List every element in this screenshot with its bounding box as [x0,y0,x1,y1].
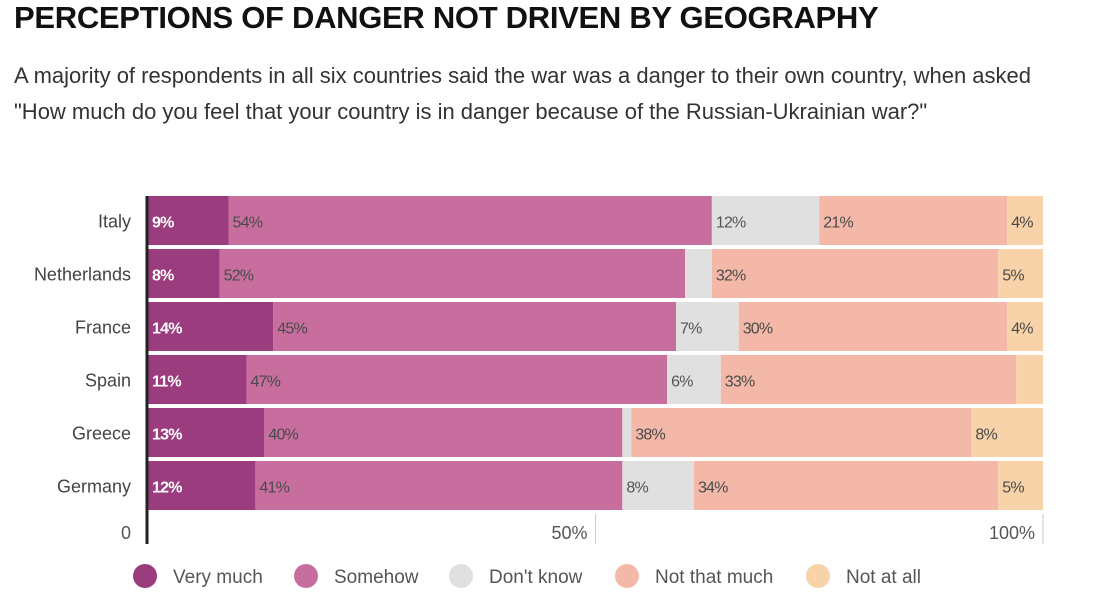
bar-segment [148,196,229,245]
data-label: 38% [635,427,665,444]
bar-segment [685,249,712,298]
data-label: 11% [152,374,181,391]
bar-segment [819,196,1008,245]
bar-segment [631,408,972,457]
x-tick-label: 50% [551,523,587,543]
data-label: 8% [152,268,174,285]
category-label: Greece [72,424,131,444]
bar-segment [148,249,220,298]
legend-label: Don't know [489,567,583,588]
chart-title: PERCEPTIONS OF DANGER NOT DRIVEN BY GEOG… [14,0,879,35]
bar-segment [264,408,623,457]
data-label: 33% [725,374,755,391]
x-tick-label: 0 [121,523,131,543]
bar-segment [720,355,1017,404]
bar-segment [1007,196,1043,245]
data-label: 32% [716,268,746,285]
legend-swatch [449,564,473,588]
data-label: 45% [277,321,307,338]
category-label: Spain [85,371,131,391]
bar-segment [1016,355,1043,404]
bar-segment [246,355,668,404]
data-label: 34% [698,480,728,497]
data-label: 14% [152,321,182,338]
bar-segment [622,408,632,457]
bar-segment [998,249,1043,298]
data-label: 41% [259,480,289,497]
data-label: 4% [1011,321,1033,338]
category-label: France [75,318,131,338]
data-label: 52% [224,268,254,285]
bar-segment [273,302,677,351]
data-label: 30% [743,321,773,338]
bar-segment [711,196,820,245]
bar-segment [148,461,256,510]
legend-label: Very much [173,567,263,588]
bar-segment [219,249,685,298]
legend-swatch [806,564,830,588]
legend-label: Somehow [334,567,419,588]
data-label: 4% [1011,215,1033,232]
chart-subtitle: A majority of respondents in all six cou… [14,63,1032,124]
bar-segment [676,302,739,351]
bar-segment [971,408,1043,457]
bar-segment [148,355,247,404]
data-label: 8% [975,427,997,444]
bar-segment [711,249,999,298]
data-label: 21% [823,215,853,232]
legend-swatch [294,564,318,588]
category-label: Netherlands [34,265,131,285]
data-label: 54% [233,215,263,232]
legend-label: Not that much [655,567,773,588]
bar-segment [622,461,694,510]
data-label: 40% [268,427,298,444]
category-label: Italy [98,212,131,232]
data-label: 5% [1002,480,1024,497]
legend-swatch [615,564,639,588]
bar-segment [738,302,1008,351]
x-tick-label: 100% [989,523,1035,543]
data-label: 5% [1002,268,1024,285]
legend-swatch [133,564,157,588]
bar-segment [228,196,712,245]
data-label: 47% [250,374,280,391]
bar-segment [148,408,265,457]
bar-segment [1007,302,1043,351]
bar-segment [148,302,274,351]
bar-segment [667,355,721,404]
data-label: 8% [626,480,648,497]
category-label: Germany [57,477,131,497]
bar-segment [998,461,1043,510]
bar-segment [255,461,623,510]
data-label: 6% [671,374,693,391]
data-label: 13% [152,427,182,444]
data-label: 12% [716,215,746,232]
data-label: 12% [152,480,182,497]
data-label: 7% [680,321,702,338]
legend-label: Not at all [846,567,921,588]
bar-segment [693,461,999,510]
data-label: 9% [152,215,174,232]
